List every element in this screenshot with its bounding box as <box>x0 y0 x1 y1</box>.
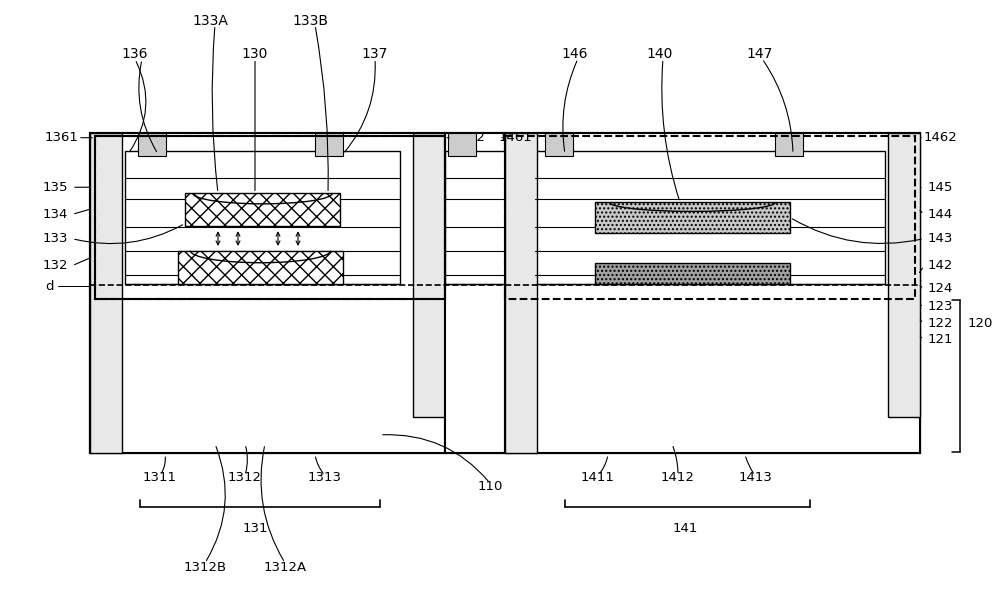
Bar <box>775 133 803 156</box>
Bar <box>90 133 122 453</box>
Text: 1312A: 1312A <box>263 561 307 574</box>
Text: 1313: 1313 <box>308 471 342 484</box>
Bar <box>90 284 920 453</box>
Bar <box>95 136 445 299</box>
Text: 1462: 1462 <box>924 131 958 144</box>
Bar <box>90 133 445 453</box>
Text: 1412: 1412 <box>661 471 695 484</box>
Text: 1461: 1461 <box>499 131 533 144</box>
Text: 133A: 133A <box>192 14 228 28</box>
Text: 144: 144 <box>928 208 953 221</box>
Bar <box>138 133 166 156</box>
Text: 136: 136 <box>122 47 148 62</box>
Text: 1312: 1312 <box>228 471 262 484</box>
Text: 145: 145 <box>928 181 953 194</box>
Text: 110: 110 <box>477 480 503 493</box>
Text: 123: 123 <box>928 300 954 313</box>
Bar <box>545 133 573 156</box>
Text: 134: 134 <box>43 208 68 221</box>
Bar <box>505 136 915 299</box>
Bar <box>445 151 505 284</box>
Text: 143: 143 <box>928 232 953 245</box>
Text: 135: 135 <box>42 181 68 194</box>
Bar <box>178 251 343 284</box>
Text: 1411: 1411 <box>581 471 615 484</box>
Bar <box>595 202 790 233</box>
Text: 133: 133 <box>42 232 68 245</box>
Bar <box>505 133 537 453</box>
Text: 121: 121 <box>928 333 954 346</box>
Text: 141: 141 <box>672 522 698 535</box>
Text: d: d <box>46 280 54 293</box>
Bar <box>595 263 790 284</box>
Text: 1362: 1362 <box>452 131 486 144</box>
Bar <box>125 151 400 284</box>
Bar <box>95 136 445 299</box>
Bar <box>413 133 445 417</box>
Bar <box>90 133 920 453</box>
Text: 1361: 1361 <box>44 131 78 144</box>
Bar <box>315 133 343 156</box>
Bar <box>448 133 476 156</box>
Text: 1311: 1311 <box>143 471 177 484</box>
Bar <box>185 193 340 226</box>
Text: 124: 124 <box>928 282 953 295</box>
Text: 133B: 133B <box>292 14 328 28</box>
Text: 130: 130 <box>242 47 268 62</box>
Text: 122: 122 <box>928 316 954 330</box>
Bar <box>535 151 885 284</box>
Text: 142: 142 <box>928 259 953 272</box>
Text: 1312B: 1312B <box>183 561 227 574</box>
Text: 132: 132 <box>42 259 68 272</box>
Text: 146: 146 <box>562 47 588 62</box>
Text: 120: 120 <box>968 316 993 330</box>
Text: 147: 147 <box>747 47 773 62</box>
Text: 140: 140 <box>647 47 673 62</box>
Bar <box>888 133 920 417</box>
Text: 137: 137 <box>362 47 388 62</box>
Text: 1413: 1413 <box>738 471 772 484</box>
Bar <box>445 133 505 453</box>
Bar <box>90 280 920 290</box>
Text: 131: 131 <box>242 522 268 535</box>
Bar <box>505 133 920 453</box>
